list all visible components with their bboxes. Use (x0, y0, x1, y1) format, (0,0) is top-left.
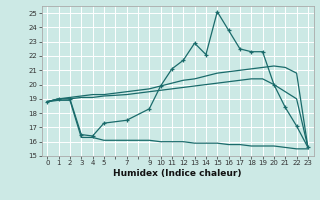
X-axis label: Humidex (Indice chaleur): Humidex (Indice chaleur) (113, 169, 242, 178)
